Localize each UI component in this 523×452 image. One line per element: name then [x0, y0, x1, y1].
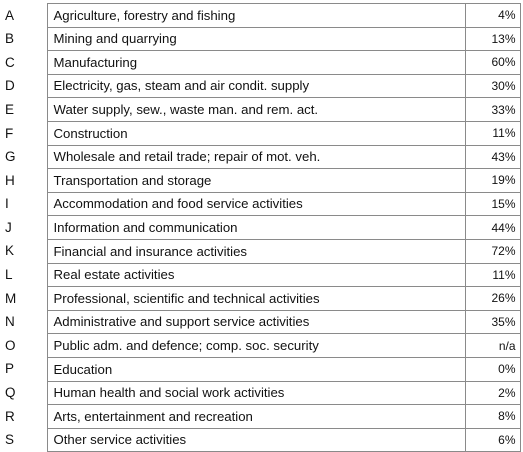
sector-code: B	[5, 31, 15, 47]
table-row: N Administrative and support service act…	[0, 310, 521, 335]
sector-name: Information and communication	[46, 215, 465, 240]
table-row: C Manufacturing 60%	[0, 50, 521, 75]
table-row: A Agriculture, forestry and fishing 4%	[0, 3, 521, 28]
sector-code: K	[5, 243, 15, 259]
sector-code: O	[5, 337, 16, 353]
sector-code: G	[5, 149, 16, 165]
sector-value: 72%	[464, 239, 521, 264]
table-row: L Real estate activities 11%	[0, 263, 521, 288]
sector-code: H	[5, 172, 15, 188]
sector-name: Agriculture, forestry and fishing	[46, 3, 465, 28]
sector-name: Arts, entertainment and recreation	[46, 404, 465, 429]
sector-value: 26%	[464, 286, 521, 311]
sector-value: 43%	[464, 145, 521, 170]
sector-name: Water supply, sew., waste man. and rem. …	[46, 97, 465, 122]
sector-code: M	[5, 290, 17, 306]
sector-name: Electricity, gas, steam and air condit. …	[46, 74, 465, 99]
table-row: K Financial and insurance activities 72%	[0, 239, 521, 264]
sector-name: Administrative and support service activ…	[46, 310, 465, 335]
sector-name: Education	[46, 357, 465, 382]
sector-value: 11%	[464, 121, 521, 146]
table-row: F Construction 11%	[0, 121, 521, 146]
sector-code: Q	[5, 385, 16, 401]
table-row: J Information and communication 44%	[0, 215, 521, 240]
sector-code: A	[5, 7, 15, 23]
table-row: H Transportation and storage 19%	[0, 168, 521, 193]
sector-name: Transportation and storage	[46, 168, 465, 193]
sector-table-container: A Agriculture, forestry and fishing 4% B…	[0, 3, 523, 452]
sector-code: R	[5, 408, 15, 424]
sector-name: Construction	[46, 121, 465, 146]
sector-name: Human health and social work activities	[46, 381, 465, 406]
sector-code: F	[5, 125, 14, 141]
sector-code: C	[5, 54, 15, 70]
table-row: Q Human health and social work activitie…	[0, 381, 521, 406]
table-row: E Water supply, sew., waste man. and rem…	[0, 97, 521, 122]
sector-value: 11%	[464, 263, 521, 288]
sector-code: N	[5, 314, 15, 330]
sector-value: 4%	[464, 3, 521, 28]
sector-name: Real estate activities	[46, 263, 465, 288]
sector-name: Professional, scientific and technical a…	[46, 286, 465, 311]
sector-code: E	[5, 101, 15, 117]
sector-value: 15%	[464, 192, 521, 217]
sector-code: I	[5, 196, 9, 212]
sector-value: 6%	[464, 428, 521, 452]
sector-value: 33%	[464, 97, 521, 122]
sector-code: L	[5, 267, 13, 283]
table-row: I Accommodation and food service activit…	[0, 192, 521, 217]
sector-value: 19%	[464, 168, 521, 193]
table-row: P Education 0%	[0, 357, 521, 382]
table-row: R Arts, entertainment and recreation 8%	[0, 404, 521, 429]
sector-value: 13%	[464, 27, 521, 52]
table-row: S Other service activities 6%	[0, 428, 521, 452]
sector-value: 0%	[464, 357, 521, 382]
sector-name: Manufacturing	[46, 50, 465, 75]
table-row: D Electricity, gas, steam and air condit…	[0, 74, 521, 99]
sector-value: 2%	[464, 381, 521, 406]
sector-code: P	[5, 361, 15, 377]
table-row: B Mining and quarrying 13%	[0, 27, 521, 52]
sector-code: S	[5, 432, 15, 448]
sector-name: Accommodation and food service activitie…	[46, 192, 465, 217]
table-row: M Professional, scientific and technical…	[0, 286, 521, 311]
sector-value: 35%	[464, 310, 521, 335]
sector-name: Mining and quarrying	[46, 27, 465, 52]
sector-table: A Agriculture, forestry and fishing 4% B…	[0, 3, 521, 452]
sector-value: 44%	[464, 215, 521, 240]
sector-value: 60%	[464, 50, 521, 75]
table-row: G Wholesale and retail trade; repair of …	[0, 145, 521, 170]
sector-code: D	[5, 78, 15, 94]
sector-code: J	[5, 219, 12, 235]
sector-value: 8%	[464, 404, 521, 429]
sector-name: Public adm. and defence; comp. soc. secu…	[46, 333, 465, 358]
table-row: O Public adm. and defence; comp. soc. se…	[0, 333, 521, 358]
sector-name: Wholesale and retail trade; repair of mo…	[46, 145, 465, 170]
sector-value: 30%	[464, 74, 521, 99]
sector-value: n/a	[464, 333, 521, 358]
sector-name: Other service activities	[46, 428, 465, 452]
sector-name: Financial and insurance activities	[46, 239, 465, 264]
